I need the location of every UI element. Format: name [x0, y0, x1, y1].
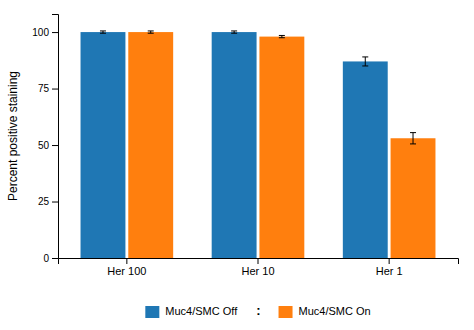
tick: Her 1	[376, 258, 403, 277]
axis-title: Percent positive staining	[6, 71, 20, 201]
tick-mark	[52, 32, 58, 33]
error-line	[413, 133, 414, 144]
legend-label: Muc4/SMC On	[299, 305, 371, 317]
series	[81, 31, 388, 258]
tick-mark	[52, 258, 58, 259]
plot: Her 100Her 10Her 10255075100	[32, 15, 458, 277]
legend-swatch	[145, 306, 159, 318]
legend-label: Muc4/SMC Off	[165, 305, 238, 317]
tick-label: Her 100	[107, 265, 146, 277]
error-cap	[231, 33, 237, 34]
annotation: :	[256, 303, 260, 318]
bar	[212, 32, 257, 258]
tick: 25	[38, 196, 58, 207]
error-cap	[410, 143, 416, 144]
tick: 75	[38, 83, 58, 94]
y-axis: 0 25 50 75 100	[32, 15, 58, 264]
bar	[259, 37, 304, 258]
error-cap	[362, 65, 368, 66]
tick-mark	[52, 89, 58, 90]
error-bar	[410, 133, 416, 144]
error-cap	[231, 30, 237, 31]
tick: Her 100	[107, 258, 146, 277]
tick: 100	[32, 27, 58, 38]
axis-line	[52, 15, 59, 259]
tick: 0	[43, 253, 58, 264]
tick-label: 50	[38, 140, 50, 151]
error-bar	[148, 31, 154, 33]
tick-label: 0	[43, 253, 49, 264]
tick-label: 75	[38, 83, 50, 94]
error-bar	[100, 31, 106, 33]
error-cap	[410, 132, 416, 133]
tick-mark	[389, 258, 390, 264]
bar	[128, 32, 173, 258]
error-bar	[362, 57, 368, 66]
bar	[391, 138, 436, 258]
bar	[343, 61, 388, 258]
legend-item: Muc4/SMC Off	[145, 305, 238, 318]
chart: Her 100Her 10Her 10255075100Percent posi…	[0, 0, 474, 330]
error-cap	[362, 56, 368, 57]
error-line	[365, 57, 366, 66]
tick-label: 100	[32, 27, 49, 38]
error-bar	[231, 31, 237, 33]
error-cap	[148, 30, 154, 31]
tick-label: Her 10	[241, 265, 274, 277]
error-cap	[148, 33, 154, 34]
error-bar	[279, 35, 285, 37]
tick-label: 25	[38, 196, 50, 207]
error-cap	[100, 33, 106, 34]
tick: Her 10	[241, 258, 274, 277]
tick-mark	[126, 258, 127, 264]
legend: Muc4/SMC Off Muc4/SMC On:	[145, 303, 370, 318]
tick-label: Her 1	[376, 265, 403, 277]
tick-mark	[258, 258, 259, 264]
x-axis: Her 100 Her 10 Her 1	[59, 258, 459, 277]
error-cap	[279, 37, 285, 38]
legend-item: Muc4/SMC On	[279, 305, 371, 318]
bar	[81, 32, 126, 258]
tick-mark	[52, 145, 58, 146]
error-cap	[100, 30, 106, 31]
tick: 50	[38, 140, 58, 151]
legend-swatch	[279, 306, 293, 318]
axis-line	[59, 259, 459, 265]
series	[128, 31, 435, 258]
error-cap	[279, 35, 285, 36]
tick-mark	[52, 202, 58, 203]
marks	[81, 31, 436, 258]
